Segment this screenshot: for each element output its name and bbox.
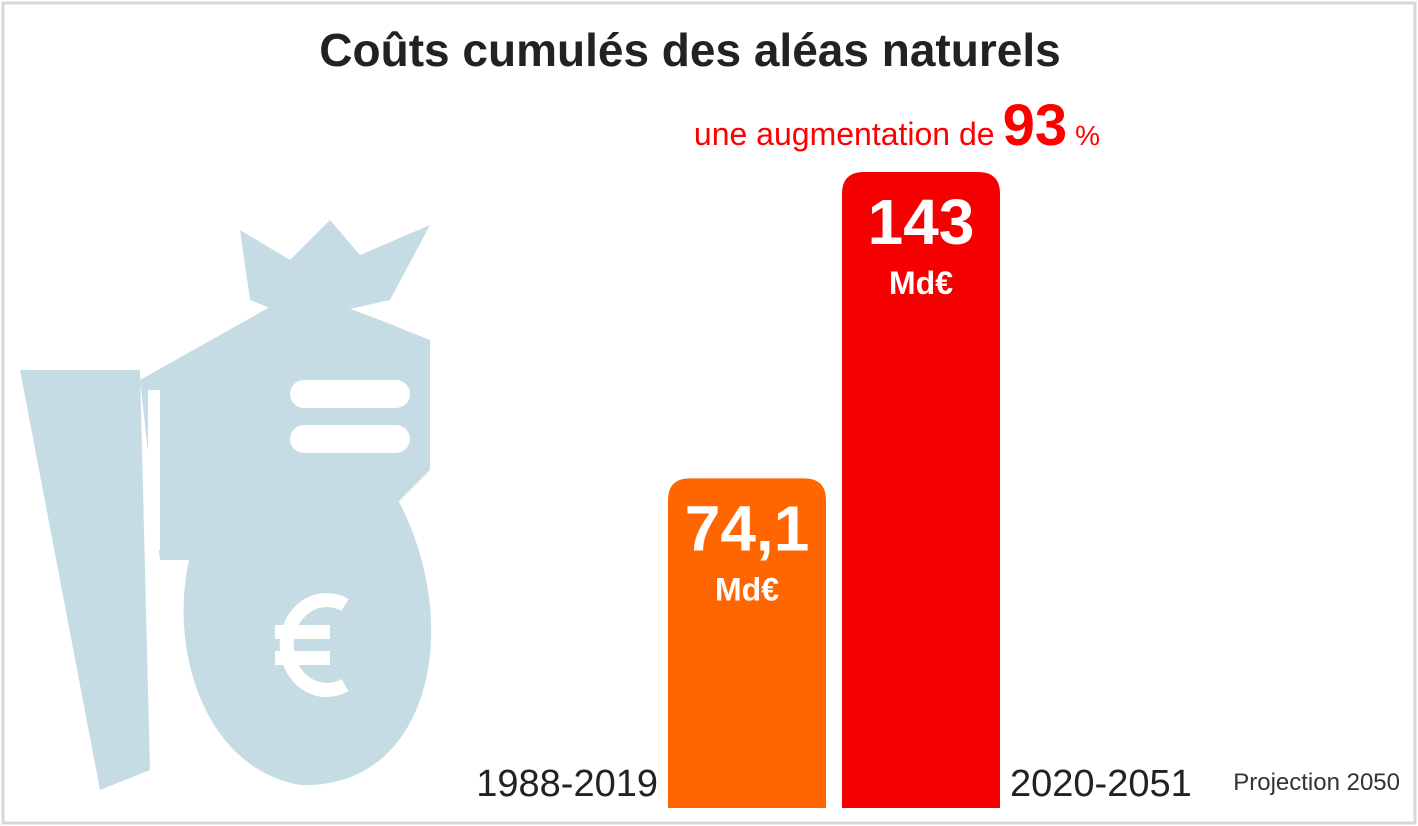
bag-top — [240, 220, 430, 320]
unit-label: Md€ — [715, 571, 779, 607]
value-label: 74,1 — [685, 492, 810, 564]
x-tick-label: 2020-2051 — [1010, 763, 1192, 805]
chart-title: Coûts cumulés des aléas naturels — [319, 24, 1060, 76]
euro-sign — [275, 593, 349, 697]
x-tick-label: 1988-2019 — [476, 763, 658, 805]
euro-arc — [279, 593, 349, 697]
unit-label: Md€ — [889, 265, 953, 301]
bar — [668, 478, 826, 808]
note: Projection 2050 — [1233, 769, 1400, 796]
bar — [842, 172, 1000, 808]
annotation-suffix: % — [1075, 120, 1100, 151]
cuff — [20, 370, 150, 790]
annotation-number: 93 — [1003, 93, 1068, 158]
value-label: 143 — [868, 186, 975, 258]
hand-details — [148, 380, 410, 550]
annotation-prefix: une augmentation de — [694, 116, 995, 152]
annotation: une augmentation de 93% — [694, 93, 1100, 158]
euro-bars — [275, 625, 330, 665]
finger — [290, 380, 410, 408]
cuff-line — [148, 390, 160, 550]
finger — [290, 425, 410, 453]
